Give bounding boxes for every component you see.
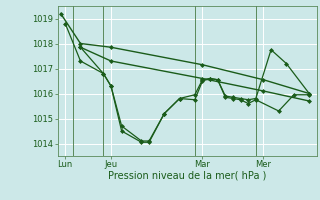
X-axis label: Pression niveau de la mer( hPa ): Pression niveau de la mer( hPa ) [108,171,266,181]
